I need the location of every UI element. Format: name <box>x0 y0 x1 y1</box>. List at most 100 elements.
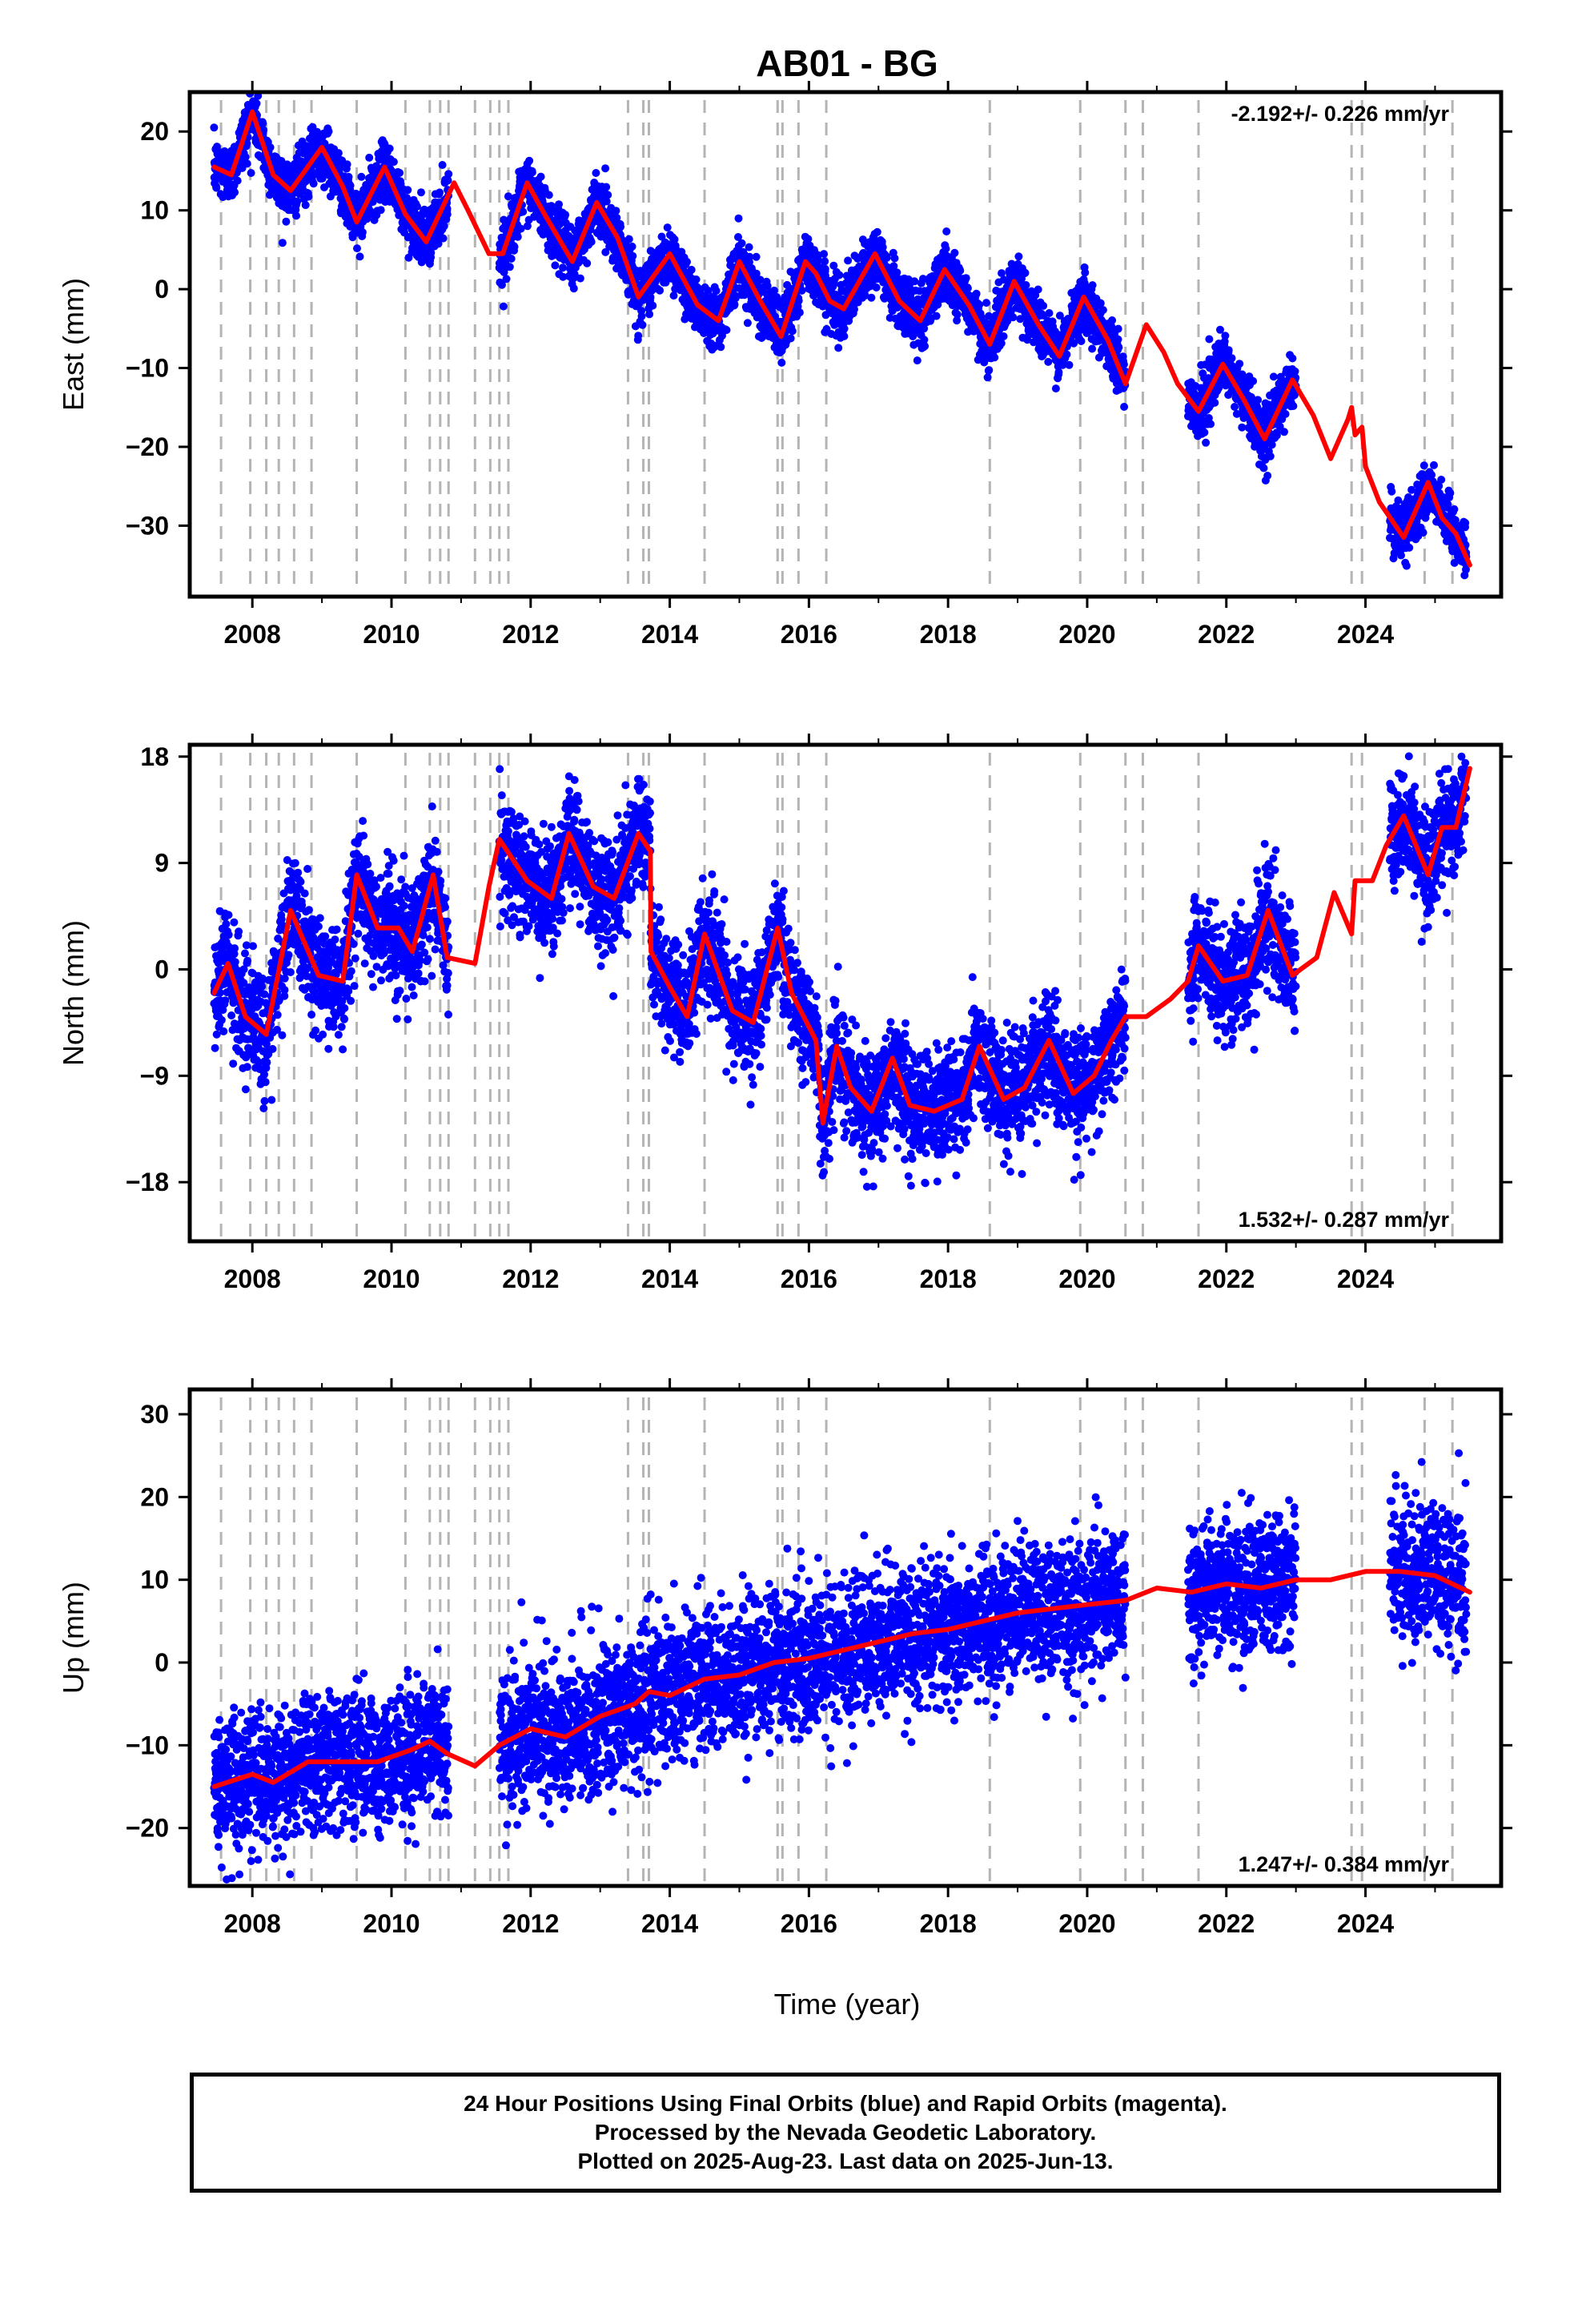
data-point <box>334 149 343 158</box>
data-point <box>544 191 553 199</box>
data-point <box>304 192 313 201</box>
data-point <box>358 228 367 236</box>
data-point <box>346 181 355 190</box>
data-point <box>551 261 560 270</box>
data-point <box>602 183 611 191</box>
data-point <box>1045 309 1054 317</box>
data-point <box>601 247 610 256</box>
data-point <box>212 183 221 192</box>
data-point <box>1227 354 1236 363</box>
data-point <box>210 123 219 132</box>
data-point <box>536 172 545 181</box>
data-point <box>616 223 625 231</box>
data-points <box>210 92 1471 580</box>
data-point <box>1062 350 1071 359</box>
data-point <box>443 210 452 219</box>
data-point <box>648 301 657 310</box>
data-point <box>507 255 516 263</box>
data-point <box>438 161 447 169</box>
data-point <box>439 234 448 243</box>
data-point <box>990 353 999 362</box>
data-point <box>972 289 981 298</box>
data-point <box>820 250 829 259</box>
data-point <box>519 207 528 216</box>
data-point <box>932 312 941 320</box>
data-point <box>403 194 412 203</box>
data-point <box>525 156 534 165</box>
data-point <box>850 305 858 314</box>
data-point <box>628 242 636 251</box>
data-point <box>1200 428 1209 436</box>
data-point <box>247 169 255 177</box>
data-point <box>844 256 853 265</box>
data-point <box>752 269 761 278</box>
data-point <box>712 287 721 296</box>
data-point <box>1077 337 1086 345</box>
data-point <box>1259 464 1268 472</box>
data-point <box>663 223 672 232</box>
data-point <box>266 143 275 151</box>
data-point <box>1039 301 1048 310</box>
data-point <box>513 232 522 241</box>
data-point <box>282 217 291 226</box>
data-point <box>309 179 318 188</box>
data-point <box>624 235 633 243</box>
data-point <box>502 275 511 283</box>
data-point <box>745 243 753 251</box>
data-point <box>1065 360 1074 369</box>
data-point <box>587 238 596 246</box>
data-point <box>670 235 679 243</box>
data-point <box>293 197 302 206</box>
data-point <box>835 271 844 279</box>
data-point <box>982 299 990 308</box>
data-point <box>440 222 448 231</box>
data-point <box>734 214 743 223</box>
data-point <box>444 176 452 185</box>
data-point <box>376 206 385 215</box>
data-point <box>417 188 425 197</box>
data-point <box>292 211 300 220</box>
data-point <box>427 248 436 257</box>
data-point <box>1205 335 1214 344</box>
data-point <box>962 274 970 283</box>
data-point <box>692 275 701 283</box>
chart-title: AB01 - BG <box>756 42 938 84</box>
data-point <box>743 319 752 328</box>
data-point <box>601 164 610 173</box>
data-point <box>821 257 829 266</box>
east-panel: 2008 2010 2012 2014 2016 2018 2020 2022 2024−30−… <box>57 81 1512 649</box>
data-point <box>777 358 786 367</box>
data-point <box>795 308 804 317</box>
data-point <box>385 144 394 153</box>
data-point <box>942 244 950 253</box>
data-point <box>745 252 754 261</box>
data-point <box>834 344 843 352</box>
data-point <box>913 356 921 365</box>
data-point <box>628 251 637 260</box>
data-point <box>365 153 374 162</box>
data-point <box>1022 281 1030 289</box>
data-point <box>357 172 366 181</box>
data-point <box>657 232 666 241</box>
data-point <box>975 300 984 309</box>
data-point <box>612 213 621 222</box>
data-point <box>1021 268 1030 277</box>
data-point <box>604 191 612 199</box>
data-point <box>396 168 404 177</box>
data-point <box>656 286 665 295</box>
data-point <box>873 227 881 236</box>
data-point <box>576 274 584 283</box>
data-point <box>638 320 647 329</box>
data-point <box>1254 396 1263 404</box>
data-point <box>1034 285 1042 294</box>
data-point <box>602 197 611 206</box>
data-point <box>570 270 579 279</box>
data-point <box>786 334 795 343</box>
data-point <box>1114 324 1122 333</box>
data-point <box>1088 281 1097 290</box>
data-point <box>1120 403 1129 411</box>
data-point <box>231 188 239 197</box>
data-point <box>872 283 881 292</box>
data-point <box>737 239 746 247</box>
